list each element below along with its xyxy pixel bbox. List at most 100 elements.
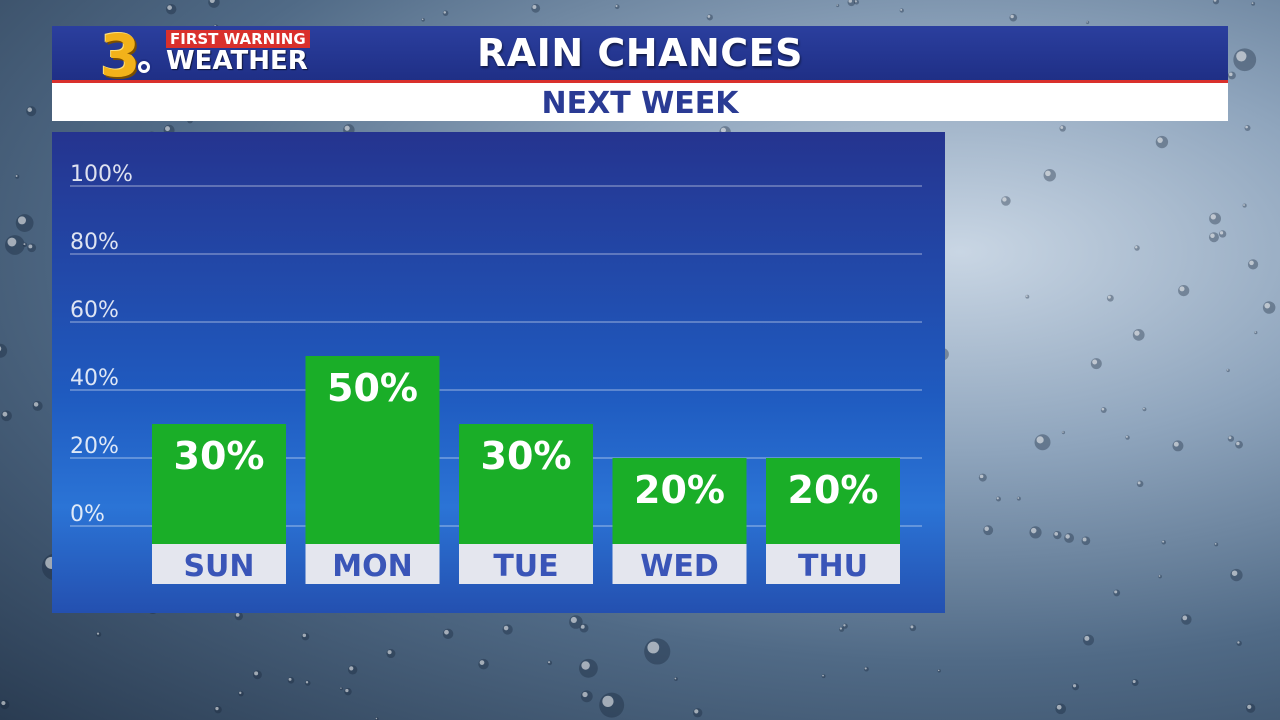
- raindrop: [1235, 440, 1243, 449]
- raindrop: [1043, 169, 1056, 182]
- y-tick-label: 80%: [70, 230, 119, 255]
- raindrop: [1090, 358, 1102, 370]
- raindrop: [1155, 135, 1169, 149]
- raindrop: [1001, 196, 1011, 206]
- raindrop: [1136, 480, 1144, 488]
- raindrop: [234, 612, 243, 621]
- chart-panel: 0% 20% 40% 60% 80% 100% 30% SUN 50% MON 30% TUE 20% W…: [52, 132, 945, 613]
- bar-thu: [766, 458, 900, 544]
- page-title: RAIN CHANCES: [477, 31, 803, 75]
- day-label-tue: TUE: [493, 549, 558, 584]
- raindrop: [1100, 407, 1107, 414]
- raindrop: [1230, 568, 1243, 582]
- raindrop: [937, 669, 941, 673]
- raindrop: [1228, 71, 1236, 80]
- raindrop: [253, 670, 262, 680]
- page-subtitle: NEXT WEEK: [541, 86, 739, 121]
- raindrop: [614, 4, 620, 10]
- raindrop: [96, 631, 102, 637]
- day-label-mon: MON: [332, 549, 412, 584]
- raindrop: [1247, 259, 1259, 270]
- raindrop: [1142, 407, 1147, 412]
- bar-wed: [612, 458, 747, 544]
- raindrop: [15, 174, 20, 179]
- raindrop: [1251, 1, 1256, 6]
- raindrop: [26, 106, 37, 117]
- raindrop: [693, 708, 703, 718]
- raindrop: [502, 624, 513, 635]
- raindrop: [1016, 496, 1021, 501]
- logo-channel-number: 3: [100, 22, 141, 90]
- raindrop: [1227, 435, 1235, 442]
- raindrop: [644, 638, 671, 665]
- raindrop: [1209, 212, 1221, 225]
- day-label-box: [612, 544, 747, 584]
- value-label-tue: 30%: [481, 434, 572, 478]
- raindrop: [1214, 542, 1219, 547]
- raindrop: [305, 680, 311, 686]
- raindrop: [375, 717, 379, 720]
- raindrop: [1025, 294, 1030, 299]
- raindrop: [1081, 536, 1091, 546]
- raindrop: [27, 243, 37, 253]
- raindrop: [599, 692, 625, 718]
- y-tick-label: 0%: [70, 502, 105, 527]
- raindrop: [442, 10, 449, 16]
- raindrop: [0, 343, 8, 358]
- bar-mon: [305, 356, 440, 544]
- y-tick-label: 100%: [70, 162, 133, 187]
- raindrop: [1212, 0, 1220, 5]
- raindrop: [478, 658, 489, 670]
- raindrop: [238, 691, 244, 697]
- raindrop: [853, 0, 860, 5]
- raindrop: [531, 3, 541, 13]
- raindrop: [1226, 368, 1230, 373]
- raindrop: [1236, 640, 1242, 646]
- raindrop: [1242, 203, 1247, 208]
- raindrop: [344, 687, 352, 696]
- raindrop: [1245, 703, 1256, 713]
- raindrop: [1132, 329, 1145, 341]
- raindrop: [208, 0, 220, 8]
- raindrop: [1158, 574, 1162, 579]
- raindrop: [547, 660, 553, 666]
- raindrop: [1218, 230, 1227, 238]
- day-label-wed: WED: [640, 549, 719, 584]
- raindrop: [1113, 589, 1121, 597]
- raindrop: [579, 623, 589, 633]
- raindrop: [1082, 634, 1095, 646]
- station-logo: 3 FIRST WARNING WEATHER: [96, 22, 310, 90]
- raindrop: [386, 649, 396, 659]
- raindrop: [706, 14, 713, 21]
- raindrop: [214, 705, 222, 714]
- raindrop: [165, 3, 177, 15]
- raindrop: [674, 677, 678, 681]
- logo-first-warning: FIRST WARNING: [166, 30, 310, 48]
- raindrop: [339, 687, 343, 691]
- raindrop: [1172, 440, 1184, 452]
- raindrop: [1059, 125, 1066, 132]
- raindrop: [421, 18, 425, 22]
- raindrop: [442, 628, 454, 640]
- value-label-thu: 20%: [788, 468, 879, 512]
- raindrop: [863, 666, 869, 672]
- y-tick-label: 40%: [70, 366, 119, 391]
- raindrop: [1053, 530, 1062, 540]
- raindrop: [1, 410, 12, 422]
- raindrop: [1254, 331, 1258, 335]
- raindrop: [839, 626, 845, 632]
- raindrop: [301, 632, 310, 641]
- raindrop: [1125, 435, 1130, 440]
- rain-chance-chart: 0% 20% 40% 60% 80% 100% 30% SUN 50% MON 30% TUE 20% W…: [70, 162, 922, 584]
- raindrop: [1034, 434, 1051, 451]
- subtitle-bar: NEXT WEEK: [52, 83, 1228, 121]
- raindrop: [1208, 232, 1219, 243]
- raindrop: [978, 473, 987, 482]
- raindrop: [1181, 614, 1192, 625]
- raindrop: [1106, 294, 1114, 302]
- bar-tue: [459, 424, 593, 544]
- raindrop: [579, 658, 598, 678]
- raindrop: [1064, 533, 1075, 543]
- raindrop: [1009, 13, 1018, 22]
- raindrop: [1262, 301, 1276, 314]
